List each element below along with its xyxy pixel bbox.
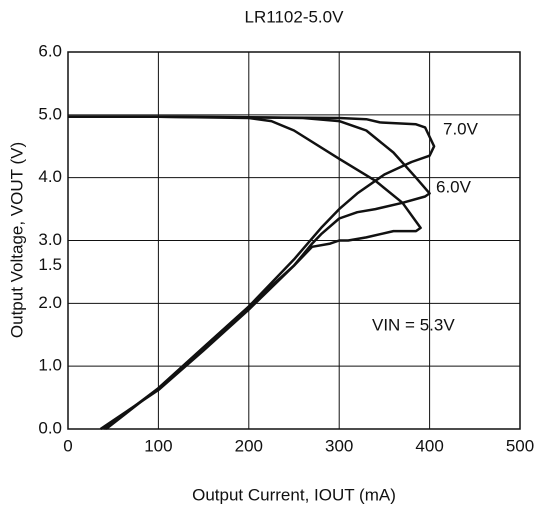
chart-title: LR1102-5.0V [245, 7, 345, 26]
y-tick-label: 4.0 [38, 167, 62, 186]
x-tick-label: 0 [63, 436, 72, 455]
x-tick-label: 300 [325, 436, 353, 455]
y-tick-label: 6.0 [38, 41, 62, 60]
y-tick-label: 2.0 [38, 293, 62, 312]
y-tick-label: 5.0 [38, 104, 62, 123]
series-label: 6.0V [436, 177, 472, 196]
y-tick-label: 1.0 [38, 356, 62, 375]
x-tick-label: 500 [506, 436, 534, 455]
y-tick-label: 3.0 [38, 230, 62, 249]
x-axis-label: Output Current, IOUT (mA) [192, 485, 396, 504]
series-label: VIN = 5.3V [372, 315, 455, 334]
y-tick-label: 0.0 [38, 418, 62, 437]
series-label: 7.0V [443, 119, 479, 138]
series-line [68, 115, 422, 430]
annotation: 1.5 [38, 255, 62, 274]
x-tick-label: 200 [235, 436, 263, 455]
x-tick-label: 100 [144, 436, 172, 455]
x-tick-label: 400 [415, 436, 443, 455]
plot-frame [67, 51, 521, 430]
y-axis-label: Output Voltage, VOUT (V) [7, 142, 26, 338]
